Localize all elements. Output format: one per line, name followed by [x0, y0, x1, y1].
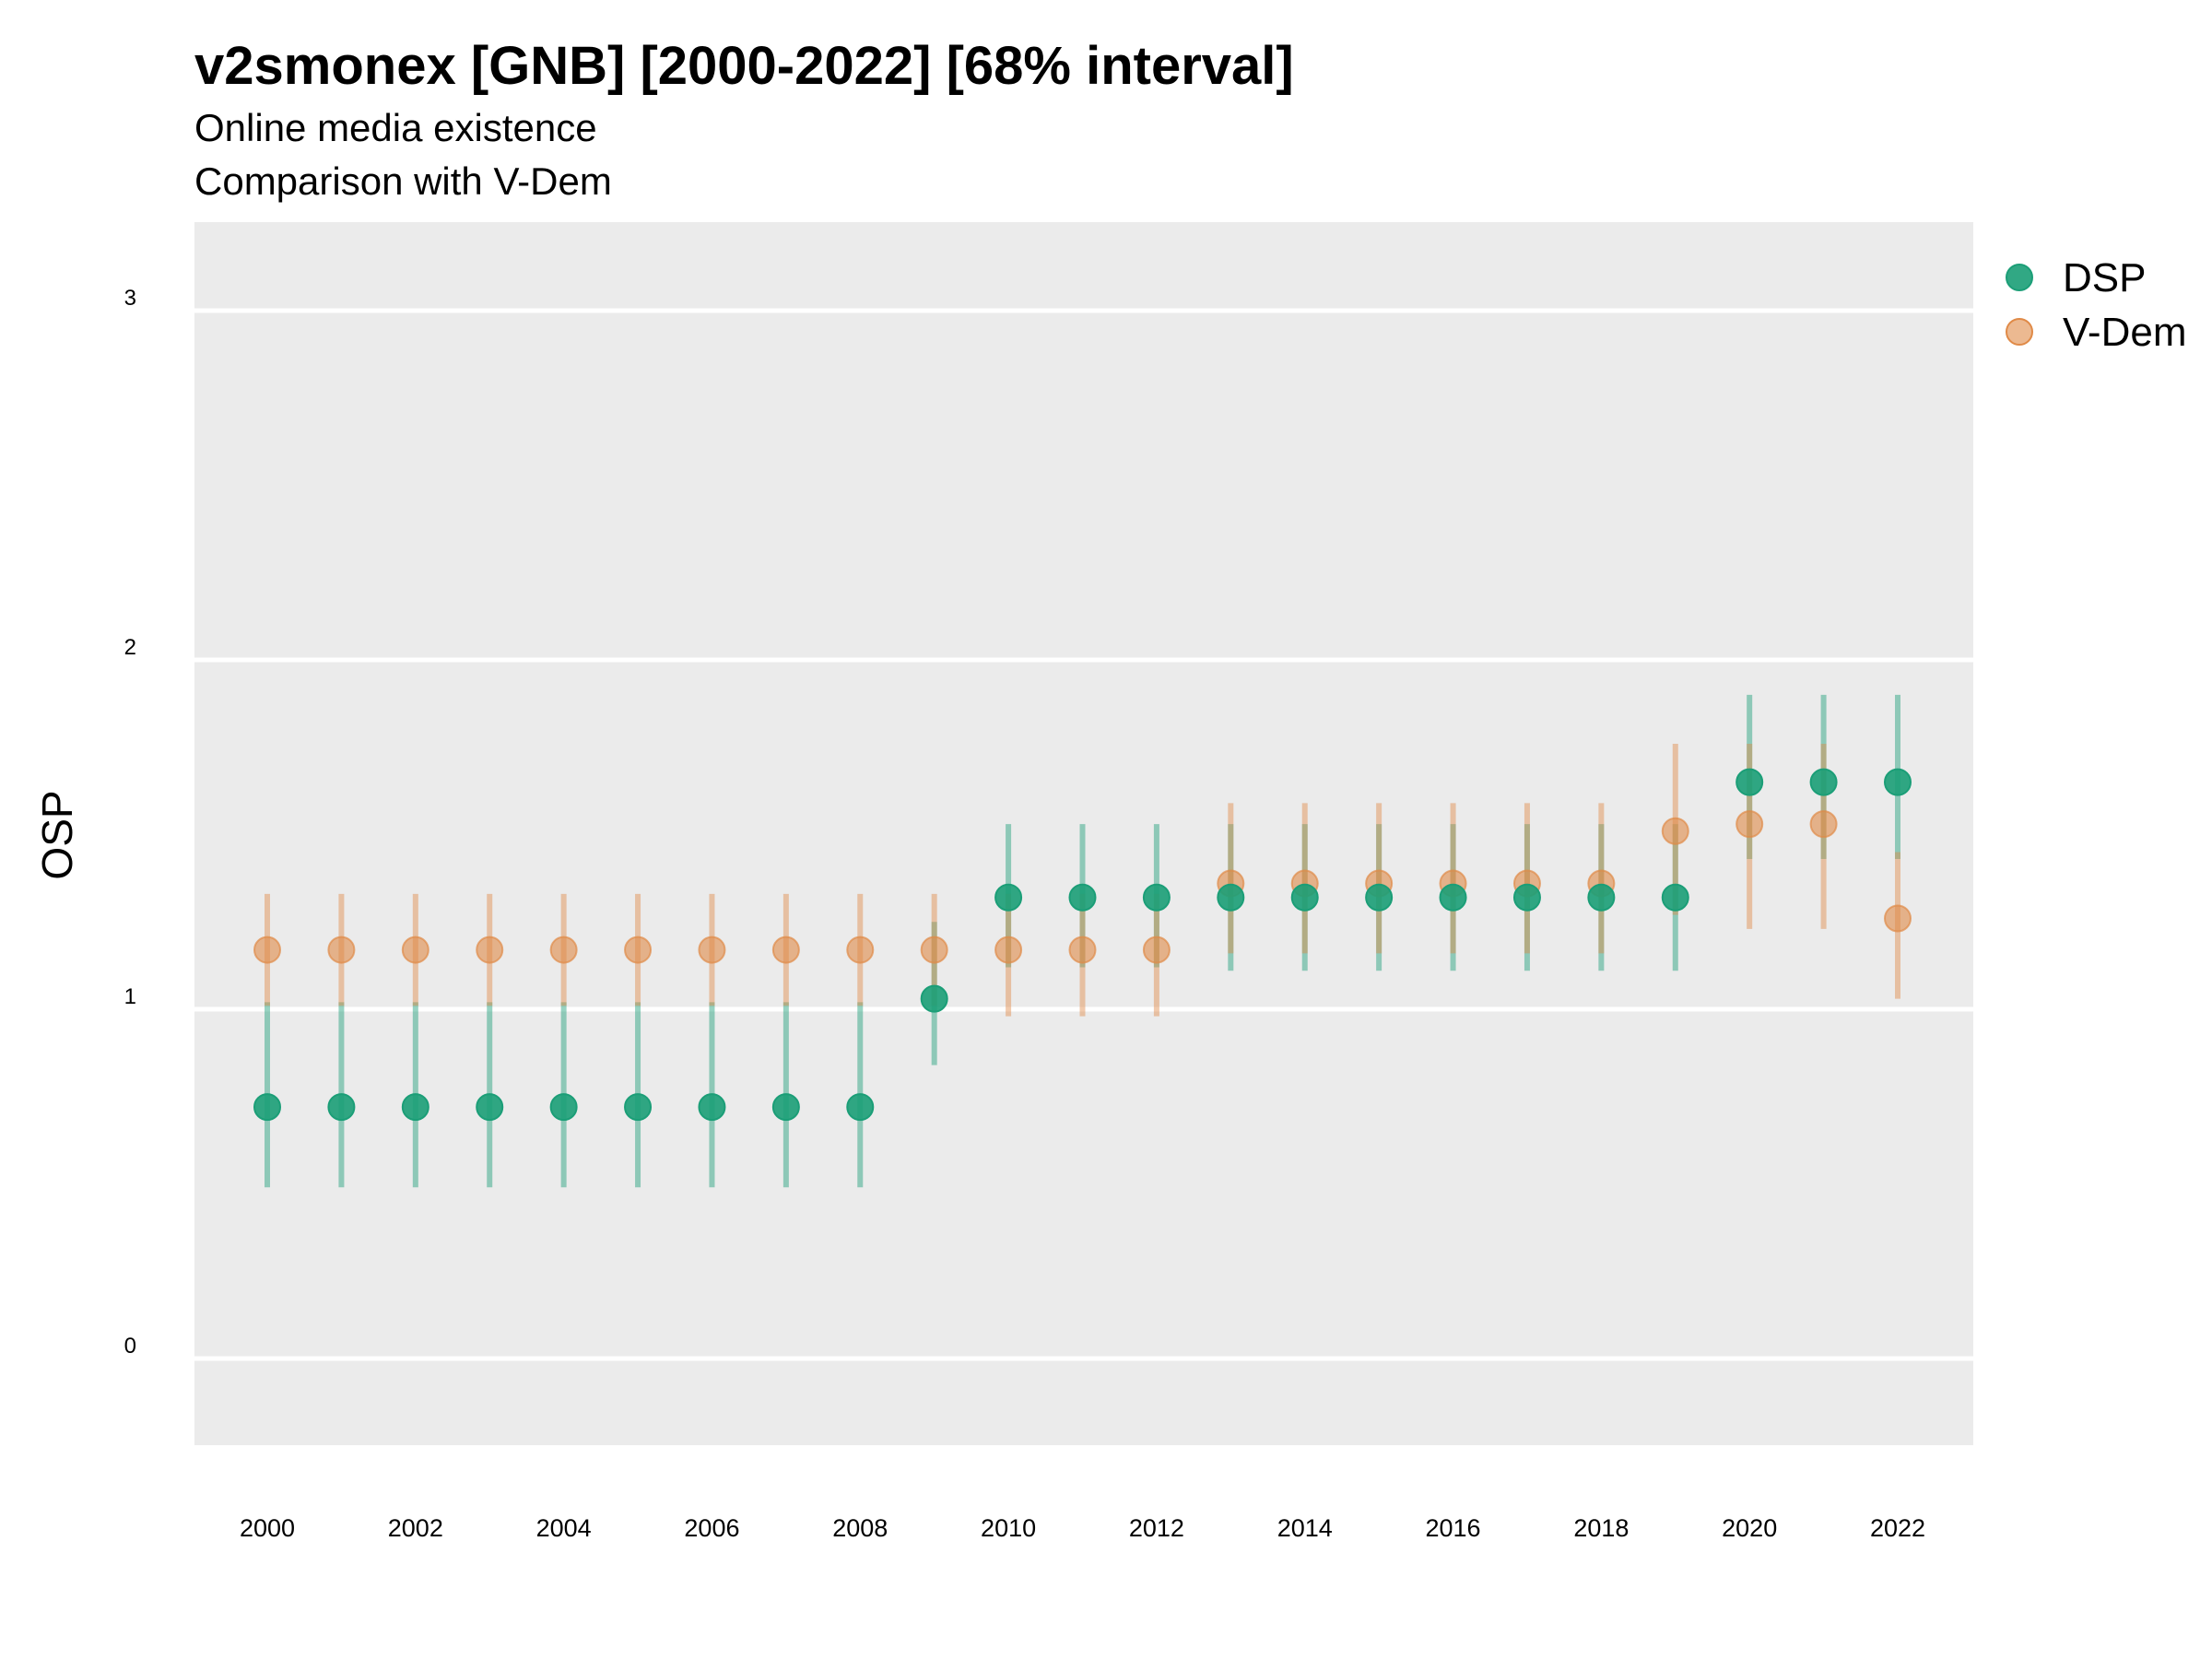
data-point — [1365, 883, 1394, 912]
data-point — [327, 935, 356, 964]
data-point — [1735, 810, 1764, 839]
data-point — [253, 935, 281, 964]
legend-key-dsp — [2006, 264, 2033, 291]
x-tick-label: 2010 — [981, 1514, 1036, 1542]
chart-subtitle-line-1: Online media existence — [194, 106, 597, 149]
data-point — [401, 935, 429, 964]
data-point — [846, 1093, 875, 1122]
data-series — [253, 694, 1912, 1188]
data-point — [253, 1093, 281, 1122]
data-point — [1142, 935, 1171, 964]
data-point — [846, 935, 875, 964]
x-tick-label: 2004 — [536, 1514, 592, 1542]
data-point — [327, 1093, 356, 1122]
y-axis-ticks: 0 1 2 3 — [124, 286, 136, 1359]
data-point — [476, 1093, 504, 1122]
x-tick-label: 2006 — [684, 1514, 739, 1542]
data-point — [1142, 883, 1171, 912]
data-point — [476, 935, 504, 964]
x-tick-label: 2008 — [832, 1514, 888, 1542]
y-tick-label: 1 — [124, 984, 136, 1009]
legend-key-v-dem — [2006, 318, 2033, 346]
data-point — [994, 935, 1023, 964]
data-point — [920, 984, 948, 1013]
x-tick-label: 2016 — [1426, 1514, 1481, 1542]
data-point — [549, 935, 578, 964]
data-point — [1735, 768, 1764, 796]
points-dsp — [253, 768, 1912, 1122]
data-point — [698, 935, 726, 964]
data-point — [771, 1093, 800, 1122]
x-tick-label: 2020 — [1722, 1514, 1777, 1542]
y-tick-label: 3 — [124, 286, 136, 311]
legend-label: V-Dem — [2063, 310, 2186, 355]
points-v-dem — [253, 810, 1912, 964]
y-axis-label: OSP — [33, 790, 81, 879]
y-tick-label: 0 — [124, 1334, 136, 1359]
data-point — [1661, 883, 1689, 912]
x-tick-label: 2000 — [240, 1514, 295, 1542]
x-tick-label: 2012 — [1129, 1514, 1184, 1542]
data-point — [1290, 883, 1319, 912]
data-point — [624, 1093, 653, 1122]
data-point — [1809, 810, 1838, 839]
data-point — [1661, 817, 1689, 845]
data-point — [698, 1093, 726, 1122]
data-point — [1439, 883, 1467, 912]
x-tick-label: 2014 — [1277, 1514, 1333, 1542]
data-point — [1884, 768, 1912, 796]
data-point — [1809, 768, 1838, 796]
grid-lines — [154, 308, 1973, 1361]
legend: DSP V-Dem — [2006, 255, 2186, 355]
chart-subtitle-line-2: Comparison with V-Dem — [194, 159, 612, 203]
x-tick-label: 2022 — [1870, 1514, 1925, 1542]
data-point — [1884, 904, 1912, 933]
data-point — [401, 1093, 429, 1122]
data-point — [1587, 883, 1616, 912]
x-axis-ticks: 2000 2002 2004 2006 2008 2010 2012 2014 2016 2018… — [240, 1514, 1925, 1542]
legend-label: DSP — [2063, 255, 2146, 300]
data-point — [920, 935, 948, 964]
data-point — [1068, 935, 1097, 964]
data-point — [1512, 883, 1541, 912]
data-point — [994, 883, 1023, 912]
data-point — [1217, 883, 1245, 912]
chart-title: v2smonex [GNB] [2000-2022] [68% interval… — [194, 36, 1294, 96]
data-point — [549, 1093, 578, 1122]
x-tick-label: 2002 — [388, 1514, 443, 1542]
data-point — [624, 935, 653, 964]
data-point — [1068, 883, 1097, 912]
x-tick-label: 2018 — [1573, 1514, 1629, 1542]
y-tick-label: 2 — [124, 635, 136, 660]
data-point — [771, 935, 800, 964]
